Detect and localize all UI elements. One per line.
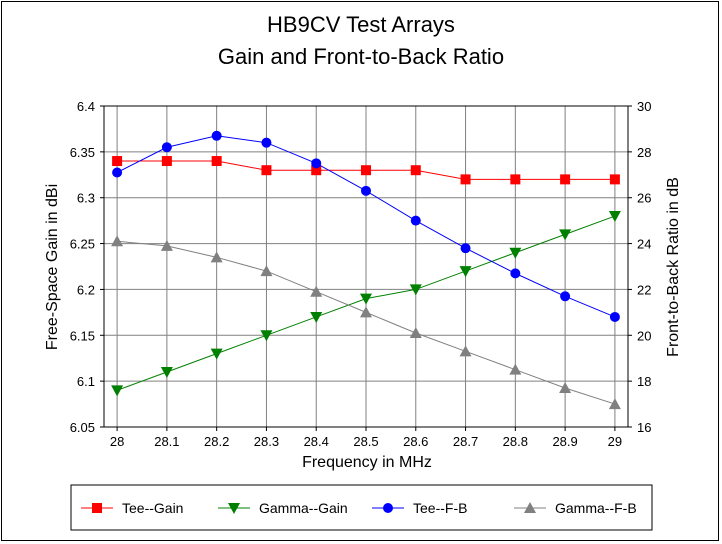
x-tick-label: 28.2 [204, 434, 229, 449]
legend-item-gamma-f-b: Gamma--F-B [514, 500, 637, 516]
tee-f-b-point [361, 185, 371, 196]
legend-item-gamma-gain: Gamma--Gain [218, 500, 348, 516]
gamma-f-b-point [260, 265, 273, 277]
gamma-f-b-point [310, 285, 323, 297]
tee-gain-point [361, 165, 371, 176]
x-tick-label: 28.4 [304, 434, 329, 449]
tee-gain-point [161, 156, 172, 167]
tee-gain-point [609, 174, 620, 185]
legend-item-tee-gain: Tee--Gain [81, 500, 183, 516]
x-tick-label: 28.1 [154, 434, 179, 449]
x-tick-label: 28 [110, 434, 124, 449]
legend-item-tee-f-b: Tee--F-B [372, 500, 467, 516]
tee-f-b-point [609, 311, 620, 322]
x-tick-label: 29 [608, 434, 622, 449]
legend-label: Tee--Gain [122, 500, 183, 516]
legend-label: Tee--F-B [413, 500, 467, 516]
y-left-tick-label: 6.05 [70, 420, 95, 435]
tee-f-b-point [560, 291, 571, 302]
tee-gain-series [112, 156, 620, 185]
y-left-tick-label: 6.2 [77, 282, 95, 297]
tee-f-b-point [161, 142, 172, 153]
x-tick-label: 28.3 [254, 434, 279, 449]
gamma-gain-point [260, 330, 273, 342]
x-tick-label: 28.5 [353, 434, 378, 449]
tee-f-b-series [112, 130, 620, 322]
x-tick-label: 28.6 [403, 434, 428, 449]
legend-marker [228, 503, 240, 514]
tee-gain-point [510, 174, 521, 185]
tee-f-b-point [311, 158, 322, 169]
y-left-tick-label: 6.1 [77, 374, 95, 389]
tee-gain-point [311, 165, 322, 176]
y-left-tick-label: 6.4 [77, 99, 95, 114]
gamma-gain-point [160, 366, 173, 378]
gamma-gain-point [559, 229, 572, 241]
y-right-tick-label: 30 [637, 99, 651, 114]
gamma-gain-point [509, 247, 522, 259]
gamma-f-b-series [111, 235, 621, 410]
legend-box [70, 484, 653, 531]
series-group [111, 130, 621, 410]
gamma-f-b-point [111, 235, 124, 247]
tee-f-b-point [211, 130, 222, 141]
x-axis-label: Frequency in MHz [302, 454, 432, 471]
gamma-gain-point [310, 311, 323, 323]
y-right-tick-label: 16 [637, 420, 651, 435]
tee-f-b-point [410, 215, 421, 226]
y-axis-right-label: Front-to-Back Ratio in dB [665, 177, 682, 357]
legend-label: Gamma--F-B [555, 500, 637, 516]
tee-gain-point [460, 174, 471, 185]
legend-marker [383, 503, 393, 513]
gamma-gain-series [111, 211, 621, 397]
y-left-tick-label: 6.35 [70, 145, 95, 160]
legend-marker [524, 502, 536, 513]
gamma-gain-point [111, 385, 124, 397]
legend-label: Gamma--Gain [259, 500, 348, 516]
y-right-tick-label: 20 [637, 328, 651, 343]
chart-subtitle: Gain and Front-to-Back Ratio [218, 44, 504, 69]
grid [104, 105, 628, 428]
y-left-tick-label: 6.15 [70, 328, 95, 343]
gamma-f-b-point [459, 345, 472, 357]
y-left-tick-label: 6.3 [77, 191, 95, 206]
tee-f-b-point [261, 137, 272, 148]
chart-title: HB9CV Test Arrays [267, 12, 455, 37]
tee-gain-point [211, 156, 222, 167]
gamma-gain-point [409, 284, 422, 296]
legend-marker [92, 503, 102, 513]
y-right-tick-label: 24 [637, 237, 651, 252]
tee-f-b-point [460, 243, 471, 254]
y-right-tick-label: 18 [637, 374, 651, 389]
x-tick-label: 28.8 [503, 434, 528, 449]
gamma-gain-point [608, 211, 621, 223]
tee-gain-point [410, 165, 421, 176]
y-left-tick-label: 6.25 [70, 237, 95, 252]
legend: Tee--Gain Gamma--Gain Tee--F-B Gamma--F-B [81, 500, 637, 516]
tee-gain-point [261, 165, 272, 176]
gamma-f-b-point [210, 251, 223, 263]
y-right-tick-label: 26 [637, 191, 651, 206]
y-right-tick-label: 28 [637, 145, 651, 160]
gamma-f-b-point [608, 398, 621, 410]
tee-gain-point [560, 174, 571, 185]
gamma-f-b-point [559, 382, 572, 394]
gamma-f-b-point [409, 326, 422, 338]
gamma-gain-point [459, 266, 472, 278]
tee-gain-point [112, 156, 123, 167]
gamma-f-b-point [160, 239, 173, 251]
x-tick-label: 28.7 [453, 434, 478, 449]
gamma-gain-point [360, 293, 372, 305]
x-tick-label: 28.9 [552, 434, 577, 449]
gamma-gain-point [210, 348, 223, 360]
tee-f-b-point [510, 268, 521, 279]
gamma-f-b-point [509, 363, 522, 375]
tee-f-b-point [112, 167, 123, 178]
gamma-f-b-point [360, 306, 372, 318]
y-right-tick-label: 22 [637, 282, 651, 297]
axis-ticks: 28 28.1 28.2 28.3 28.4 28.5 28.6 28.7 28.8 28.9 29… [70, 99, 652, 449]
y-axis-left-label: Free-Space Gain in dBi [44, 184, 61, 350]
